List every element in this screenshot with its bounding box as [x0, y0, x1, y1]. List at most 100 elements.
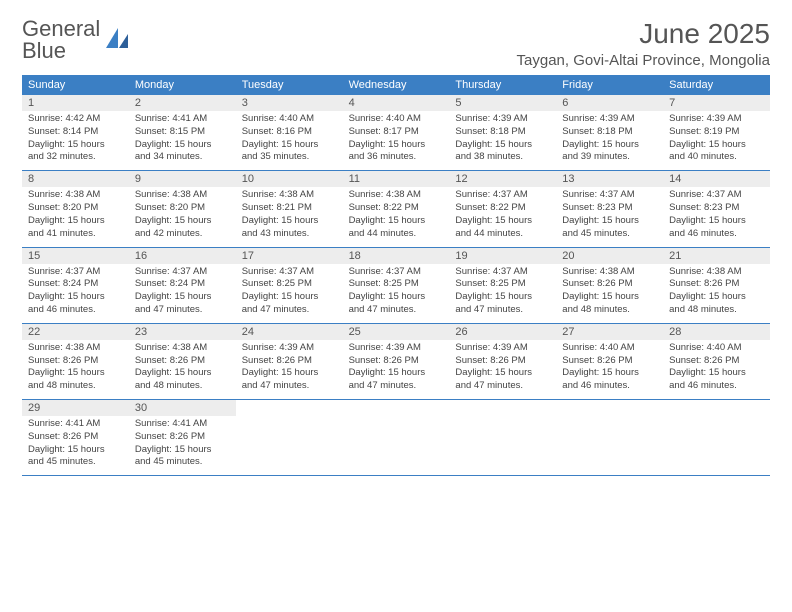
sunrise-line: Sunrise: 4:37 AM — [349, 266, 444, 279]
day-cell: 3Sunrise: 4:40 AMSunset: 8:16 PMDaylight… — [236, 95, 343, 170]
day-cell — [663, 400, 770, 475]
sunrise-line: Sunrise: 4:37 AM — [669, 189, 764, 202]
day-body: Sunrise: 4:37 AMSunset: 8:23 PMDaylight:… — [663, 189, 770, 240]
daylight-line: Daylight: 15 hours and 47 minutes. — [455, 367, 550, 393]
day-number: 17 — [236, 248, 343, 264]
day-number: 1 — [22, 95, 129, 111]
day-number: 9 — [129, 171, 236, 187]
day-number: 20 — [556, 248, 663, 264]
sunset-line: Sunset: 8:17 PM — [349, 126, 444, 139]
day-cell — [236, 400, 343, 475]
day-cell: 23Sunrise: 4:38 AMSunset: 8:26 PMDayligh… — [129, 324, 236, 399]
day-cell — [449, 400, 556, 475]
daylight-line: Daylight: 15 hours and 47 minutes. — [135, 291, 230, 317]
day-body: Sunrise: 4:38 AMSunset: 8:26 PMDaylight:… — [663, 266, 770, 317]
daylight-line: Daylight: 15 hours and 39 minutes. — [562, 139, 657, 165]
sunrise-line: Sunrise: 4:38 AM — [28, 342, 123, 355]
day-body: Sunrise: 4:40 AMSunset: 8:26 PMDaylight:… — [663, 342, 770, 393]
day-body: Sunrise: 4:39 AMSunset: 8:18 PMDaylight:… — [449, 113, 556, 164]
day-cell: 4 Sunrise: 4:40 AMSunset: 8:17 PMDaylight… — [343, 95, 450, 170]
daylight-line: Daylight: 15 hours and 40 minutes. — [669, 139, 764, 165]
day-cell: 9Sunrise: 4:38 AMSunset: 8:20 PMDaylight… — [129, 171, 236, 246]
daylight-line: Daylight: 15 hours and 46 minutes. — [28, 291, 123, 317]
daylight-line: Daylight: 15 hours and 41 minutes. — [28, 215, 123, 241]
day-cell: 2Sunrise: 4:41 AMSunset: 8:15 PMDaylight… — [129, 95, 236, 170]
month-title: June 2025 — [517, 18, 770, 50]
sunset-line: Sunset: 8:18 PM — [562, 126, 657, 139]
day-body: Sunrise: 4:37 AMSunset: 8:23 PMDaylight:… — [556, 189, 663, 240]
day-number: 16 — [129, 248, 236, 264]
weeks-container: 1 Sunrise: 4:42 AMSunset: 8:14 PMDaylight… — [22, 95, 770, 476]
sunset-line: Sunset: 8:26 PM — [349, 355, 444, 368]
week-row: 22Sunrise: 4:38 AMSunset: 8:26 PMDayligh… — [22, 324, 770, 400]
sunset-line: Sunset: 8:25 PM — [242, 278, 337, 291]
sunset-line: Sunset: 8:26 PM — [135, 431, 230, 444]
daylight-line: Daylight: 15 hours and 46 minutes. — [562, 367, 657, 393]
sunrise-line: Sunrise: 4:39 AM — [562, 113, 657, 126]
day-cell: 7Sunrise: 4:39 AMSunset: 8:19 PMDaylight… — [663, 95, 770, 170]
day-number: 30 — [129, 400, 236, 416]
daylight-line: Daylight: 15 hours and 48 minutes. — [28, 367, 123, 393]
daylight-line: Daylight: 15 hours and 46 minutes. — [669, 367, 764, 393]
daylight-line: Daylight: 15 hours and 32 minutes. — [28, 139, 123, 165]
sunset-line: Sunset: 8:26 PM — [28, 431, 123, 444]
sunset-line: Sunset: 8:19 PM — [669, 126, 764, 139]
day-number: 12 — [449, 171, 556, 187]
daylight-line: Daylight: 15 hours and 47 minutes. — [349, 367, 444, 393]
sunrise-line: Sunrise: 4:37 AM — [28, 266, 123, 279]
day-cell: 8Sunrise: 4:38 AMSunset: 8:20 PMDaylight… — [22, 171, 129, 246]
logo: General Blue — [22, 18, 130, 62]
sunset-line: Sunset: 8:16 PM — [242, 126, 337, 139]
day-body: Sunrise: 4:42 AMSunset: 8:14 PMDaylight:… — [22, 113, 129, 164]
sunset-line: Sunset: 8:26 PM — [669, 278, 764, 291]
day-body: Sunrise: 4:37 AMSunset: 8:25 PMDaylight:… — [343, 266, 450, 317]
weekday-tuesday: Tuesday — [236, 75, 343, 95]
daylight-line: Daylight: 15 hours and 48 minutes. — [562, 291, 657, 317]
day-cell — [556, 400, 663, 475]
daylight-line: Daylight: 15 hours and 45 minutes. — [562, 215, 657, 241]
daylight-line: Daylight: 15 hours and 45 minutes. — [135, 444, 230, 470]
title-block: June 2025 Taygan, Govi-Altai Province, M… — [517, 18, 770, 69]
daylight-line: Daylight: 15 hours and 47 minutes. — [242, 291, 337, 317]
day-cell: 21Sunrise: 4:38 AMSunset: 8:26 PMDayligh… — [663, 248, 770, 323]
day-body: Sunrise: 4:40 AMSunset: 8:26 PMDaylight:… — [556, 342, 663, 393]
day-number: 24 — [236, 324, 343, 340]
day-cell: 15Sunrise: 4:37 AMSunset: 8:24 PMDayligh… — [22, 248, 129, 323]
daylight-line: Daylight: 15 hours and 47 minutes. — [455, 291, 550, 317]
day-body: Sunrise: 4:41 AMSunset: 8:15 PMDaylight:… — [129, 113, 236, 164]
sunset-line: Sunset: 8:22 PM — [349, 202, 444, 215]
day-number: 3 — [236, 95, 343, 111]
sunset-line: Sunset: 8:24 PM — [28, 278, 123, 291]
day-body: Sunrise: 4:39 AMSunset: 8:26 PMDaylight:… — [236, 342, 343, 393]
day-cell: 14Sunrise: 4:37 AMSunset: 8:23 PMDayligh… — [663, 171, 770, 246]
sunrise-line: Sunrise: 4:39 AM — [242, 342, 337, 355]
day-number: 27 — [556, 324, 663, 340]
day-body: Sunrise: 4:41 AMSunset: 8:26 PMDaylight:… — [22, 418, 129, 469]
day-body: Sunrise: 4:41 AMSunset: 8:26 PMDaylight:… — [129, 418, 236, 469]
day-cell: 24 Sunrise: 4:39 AMSunset: 8:26 PMDayligh… — [236, 324, 343, 399]
day-cell: 13Sunrise: 4:37 AMSunset: 8:23 PMDayligh… — [556, 171, 663, 246]
sunrise-line: Sunrise: 4:40 AM — [242, 113, 337, 126]
sunset-line: Sunset: 8:23 PM — [669, 202, 764, 215]
weekday-row: SundayMondayTuesdayWednesdayThursdayFrid… — [22, 75, 770, 95]
day-cell: 20Sunrise: 4:38 AMSunset: 8:26 PMDayligh… — [556, 248, 663, 323]
sunset-line: Sunset: 8:25 PM — [455, 278, 550, 291]
sunset-line: Sunset: 8:26 PM — [669, 355, 764, 368]
sunrise-line: Sunrise: 4:38 AM — [562, 266, 657, 279]
day-body: Sunrise: 4:39 AMSunset: 8:26 PMDaylight:… — [449, 342, 556, 393]
daylight-line: Daylight: 15 hours and 44 minutes. — [455, 215, 550, 241]
day-number: 4 — [343, 95, 450, 111]
day-cell — [343, 400, 450, 475]
day-cell: 27 Sunrise: 4:40 AMSunset: 8:26 PMDayligh… — [556, 324, 663, 399]
daylight-line: Daylight: 15 hours and 48 minutes. — [669, 291, 764, 317]
day-cell: 28Sunrise: 4:40 AMSunset: 8:26 PMDayligh… — [663, 324, 770, 399]
day-body: Sunrise: 4:40 AMSunset: 8:17 PMDaylight:… — [343, 113, 450, 164]
location: Taygan, Govi-Altai Province, Mongolia — [517, 52, 770, 69]
sunset-line: Sunset: 8:26 PM — [135, 355, 230, 368]
sail-icon — [104, 26, 130, 55]
day-body: Sunrise: 4:38 AMSunset: 8:26 PMDaylight:… — [129, 342, 236, 393]
weekday-saturday: Saturday — [663, 75, 770, 95]
sunset-line: Sunset: 8:14 PM — [28, 126, 123, 139]
sunset-line: Sunset: 8:26 PM — [455, 355, 550, 368]
sunrise-line: Sunrise: 4:41 AM — [135, 113, 230, 126]
